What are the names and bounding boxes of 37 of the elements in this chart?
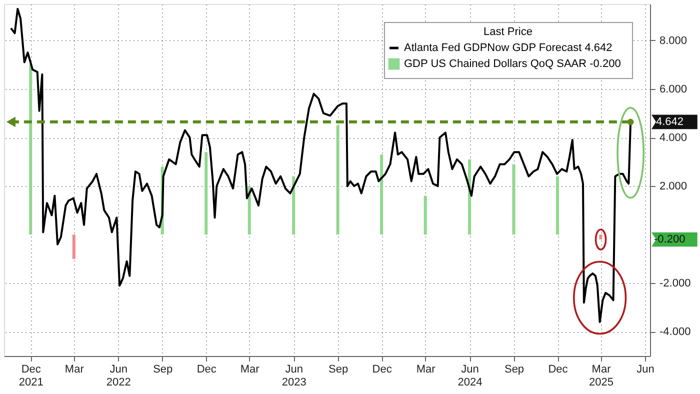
- bar: [29, 64, 32, 235]
- x-tick-label: Jun: [636, 364, 654, 376]
- x-tick-label: Jun 2023: [282, 364, 306, 388]
- x-tick-label: Jun 2024: [458, 364, 482, 388]
- y-tick-label: 6.000: [660, 83, 688, 96]
- x-tick-label: Mar 2025: [589, 364, 614, 388]
- legend-label: Atlanta Fed GDPNow GDP Forecast 4.642: [404, 42, 612, 54]
- x-tick-label: Sep: [504, 364, 524, 376]
- bar: [204, 152, 208, 235]
- ref-line-label: 4.642: [656, 116, 684, 128]
- bar: [292, 176, 296, 235]
- x-tick-label: Sep: [153, 364, 173, 376]
- y-tick-label: 2.000: [660, 180, 688, 193]
- y-tick-label: 8.000: [660, 34, 688, 47]
- x-tick-label: Mar: [240, 364, 260, 376]
- bar: [556, 176, 560, 235]
- x-tick-label: Dec 2021: [18, 364, 44, 388]
- bar: [512, 164, 516, 235]
- x-tick-label: Mar: [416, 364, 436, 376]
- bar: [380, 154, 384, 235]
- bar: [599, 234, 602, 240]
- x-tick-label: Jun 2022: [106, 364, 131, 388]
- bar: [424, 196, 427, 235]
- bar: [72, 234, 76, 259]
- legend-label: GDP US Chained Dollars QoQ SAAR -0.200: [404, 58, 621, 70]
- bar: [248, 186, 251, 235]
- text: -0.200: [654, 233, 686, 246]
- y-tick-label: 4.000: [660, 132, 688, 144]
- x-tick-label: Mar: [64, 364, 84, 376]
- x-tick-label: Dec: [196, 364, 217, 376]
- x-tick-label: Dec: [372, 364, 392, 376]
- legend-title: Last Price: [484, 26, 532, 38]
- y-tick-label: -2.000: [660, 278, 691, 290]
- x-tick-label: Sep: [328, 364, 348, 376]
- y-tick-label: -4.000: [660, 326, 691, 338]
- bar: [336, 125, 340, 235]
- x-tick-label: Dec: [548, 364, 568, 376]
